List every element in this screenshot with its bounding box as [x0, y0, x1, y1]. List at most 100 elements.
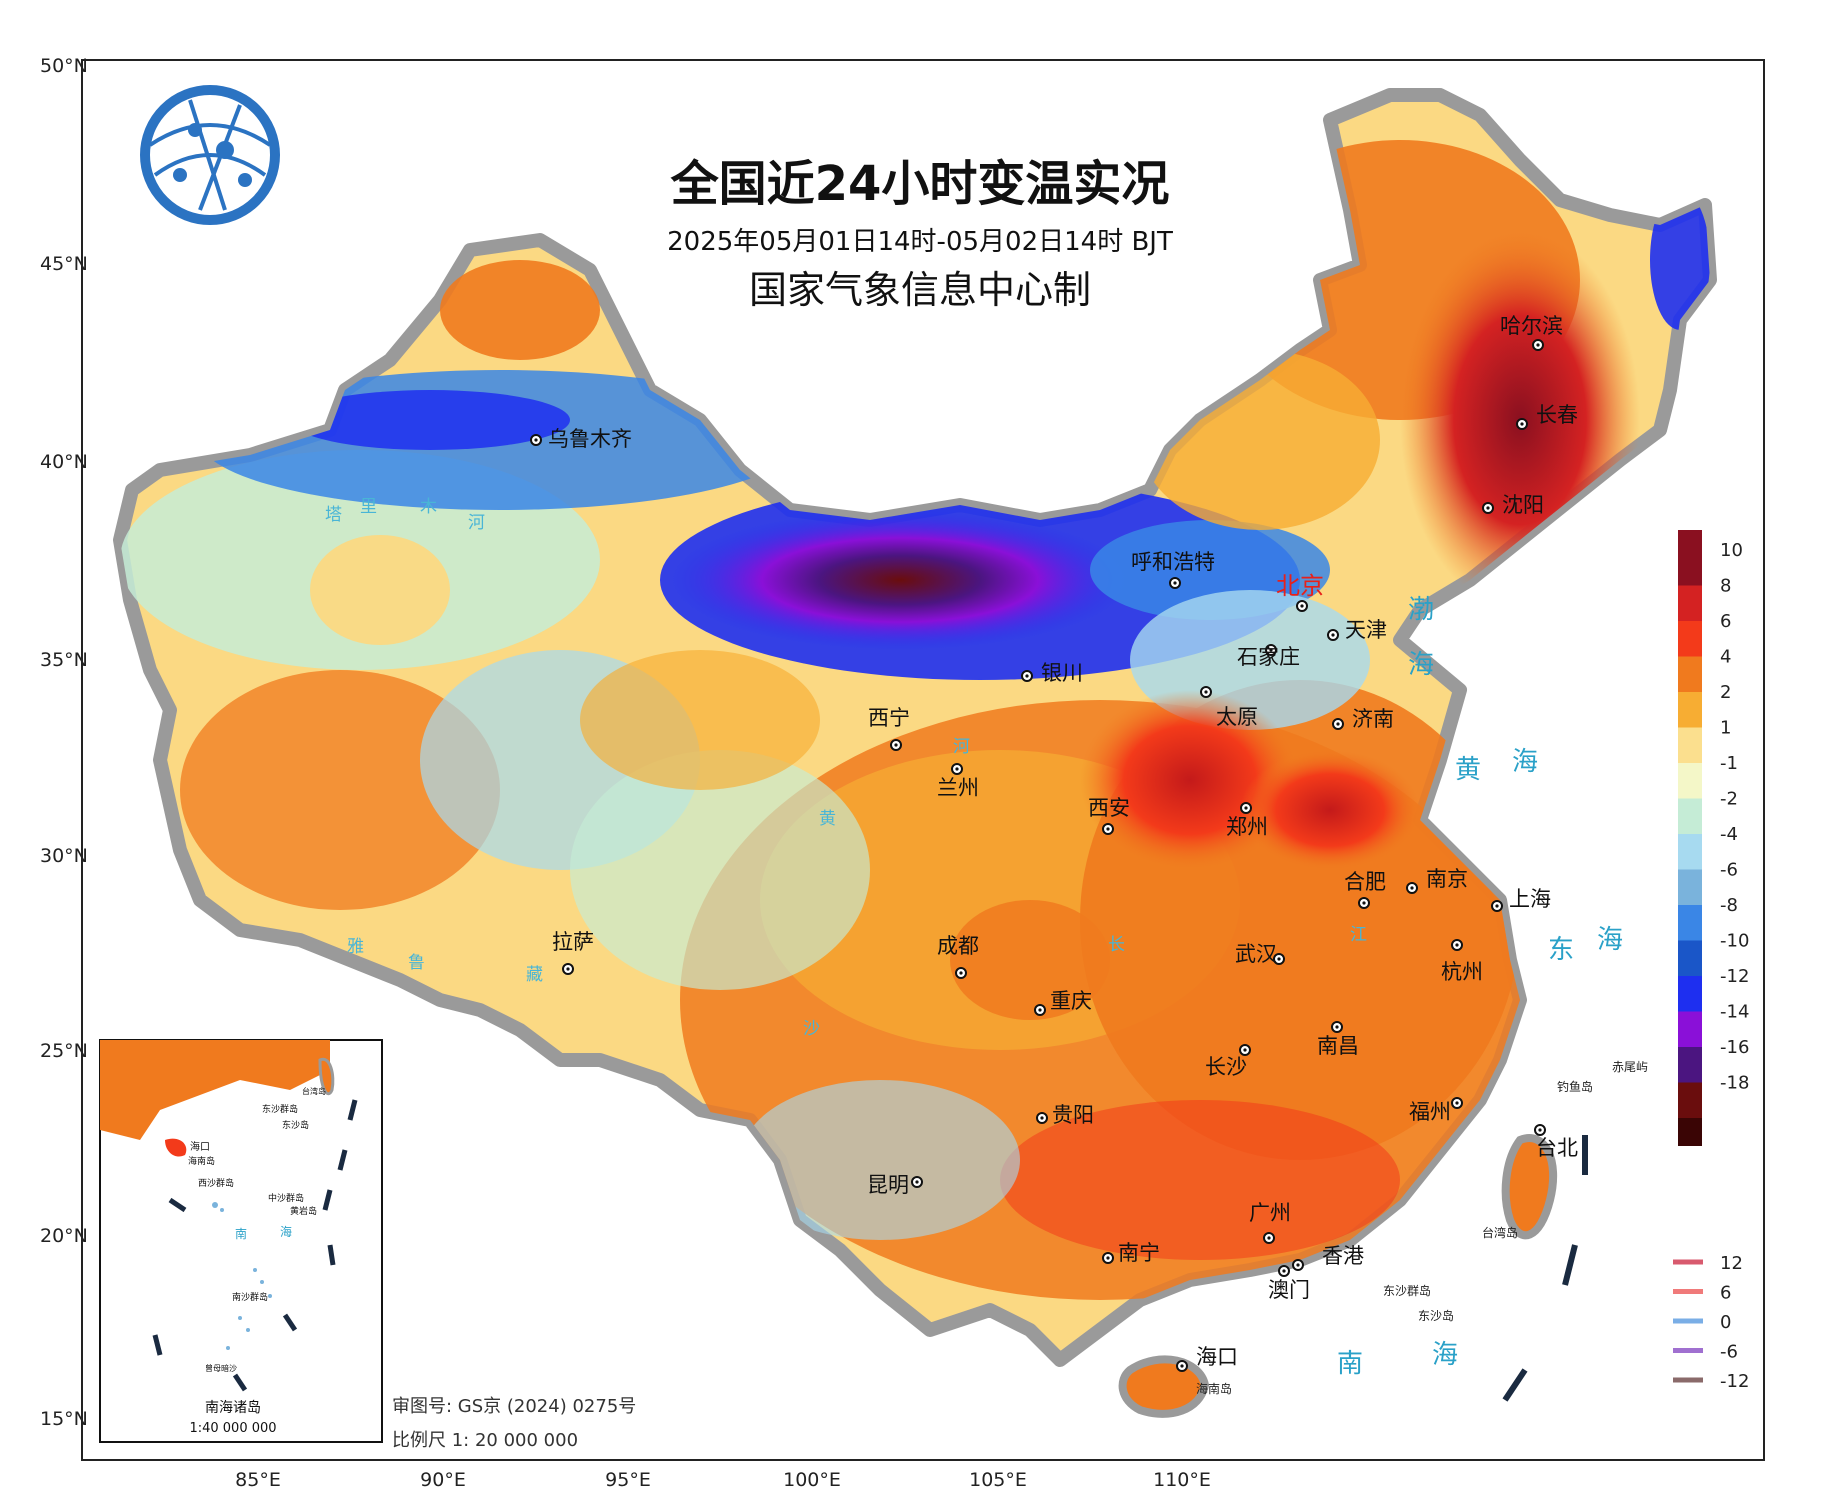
city-label: 贵阳 [1052, 1103, 1094, 1127]
color-bar-segment [1678, 763, 1702, 799]
city-label: 澳门 [1268, 1278, 1310, 1302]
color-bar-segment [1678, 834, 1702, 870]
city-marker: 广州 [1249, 1201, 1291, 1244]
lat-label: 45°N [40, 253, 88, 275]
color-bar-label: -2 [1720, 789, 1738, 810]
lat-label: 40°N [40, 451, 88, 473]
city-marker: 南宁 [1102, 1241, 1160, 1265]
city-marker: 天津 [1327, 618, 1387, 642]
island-dongsha: 东沙群岛 [1383, 1283, 1431, 1298]
city-marker: 贵阳 [1036, 1103, 1094, 1127]
map-title: 全国近24小时变温实况 [670, 156, 1170, 212]
city-marker: 沈阳 [1482, 493, 1544, 517]
city-marker: 昆明 [867, 1173, 923, 1197]
river-tarim-4: 河 [468, 513, 485, 533]
city-marker: 长沙 [1205, 1044, 1251, 1079]
city-marker: 西安 [1088, 796, 1130, 835]
city-marker: 成都 [937, 934, 979, 979]
island-dongsha-isl: 东沙岛 [1418, 1308, 1454, 1323]
city-marker: 福州 [1409, 1097, 1463, 1124]
color-bar-segment [1678, 976, 1702, 1012]
color-bar-label: -4 [1720, 824, 1738, 845]
color-bar-label: -14 [1720, 1002, 1749, 1023]
city-label: 西宁 [868, 706, 910, 730]
contour-label: -6 [1720, 1342, 1738, 1363]
lon-label: 85°E [235, 1469, 281, 1491]
city-label: 济南 [1352, 707, 1394, 731]
color-bar-label: 6 [1720, 611, 1731, 632]
city-marker: 上海 [1491, 887, 1551, 912]
city-label: 乌鲁木齐 [548, 427, 632, 451]
lat-label: 15°N [40, 1408, 88, 1430]
island-chiwei: 赤尾屿 [1612, 1060, 1648, 1074]
city-marker: 西宁 [868, 706, 910, 751]
hainan-island [1118, 1355, 1210, 1418]
color-bar-label: 10 [1720, 540, 1743, 561]
city-label: 长沙 [1205, 1055, 1247, 1079]
city-label: 南京 [1426, 867, 1468, 891]
contour-label: 0 [1720, 1312, 1731, 1333]
river-yellow-2: 黄 [819, 809, 836, 829]
city-marker: 石家庄 [1237, 644, 1300, 669]
river-tarim-1: 塔 [325, 505, 342, 525]
map-frame [81, 59, 1765, 1461]
color-bar-segment [1678, 1011, 1702, 1047]
city-label: 广州 [1249, 1201, 1291, 1225]
river-yarlung-2: 鲁 [408, 953, 425, 973]
island-labels: 赤尾屿 钓鱼岛 台湾岛 东沙群岛 东沙岛 海南岛 [1196, 1060, 1648, 1396]
city-marker: 杭州 [1441, 939, 1483, 984]
color-bar-label: -16 [1720, 1037, 1749, 1058]
south-china-sea-inset: 海口 海南岛 东沙群岛 东沙岛 西沙群岛 中沙群岛 黄岩岛 南 海 南沙群岛 曾… [99, 1039, 383, 1443]
city-label: 杭州 [1441, 960, 1483, 984]
city-label: 石家庄 [1237, 645, 1300, 669]
inset-label-haikou: 海口 [190, 1140, 210, 1153]
inset-label-hai: 海 [280, 1224, 292, 1239]
river-yarlung-3: 藏 [526, 965, 543, 985]
river-sha: 沙 [803, 1019, 820, 1039]
taiwan-island [1501, 1134, 1558, 1240]
inset-title: 南海诸岛 [205, 1400, 261, 1416]
lon-label: 90°E [420, 1469, 466, 1491]
color-bar-segment [1678, 692, 1702, 728]
city-marker: 台北 [1534, 1124, 1578, 1160]
lat-label: 50°N [40, 55, 88, 77]
city-marker: 乌鲁木齐 [530, 427, 632, 451]
river-yarlung-1: 雅 [347, 937, 364, 957]
city-marker: 长春 [1516, 403, 1578, 430]
color-bar-segment [1678, 621, 1702, 657]
lon-label: 100°E [783, 1469, 841, 1491]
city-label: 郑州 [1226, 815, 1268, 839]
inset-label-dongsha-group: 东沙群岛 [262, 1103, 298, 1115]
river-yellow-1: 河 [953, 737, 970, 757]
color-bar-segment [1678, 1047, 1702, 1083]
lon-label: 110°E [1153, 1469, 1211, 1491]
contour-label: 6 [1720, 1283, 1731, 1304]
city-label: 银川 [1041, 661, 1083, 685]
map-period: 2025年05月01日14时-05月02日14时 BJT [667, 227, 1173, 257]
color-bar-label: 1 [1720, 718, 1731, 739]
color-bar-top [1678, 530, 1702, 550]
sea-south-char-2: 海 [1432, 1340, 1462, 1370]
sea-yellow-char-2: 海 [1512, 747, 1542, 777]
city-label: 武汉 [1235, 942, 1277, 966]
city-label: 天津 [1345, 618, 1387, 642]
city-label: 重庆 [1050, 989, 1092, 1013]
city-label: 兰州 [937, 776, 979, 800]
city-label: 拉萨 [552, 930, 594, 954]
color-bar-label: 8 [1720, 576, 1731, 597]
inset-label-zhongsha: 中沙群岛 [268, 1192, 304, 1204]
city-label: 合肥 [1344, 870, 1386, 894]
longitude-labels: 85°E 90°E 95°E 100°E 105°E 110°E [235, 1469, 1211, 1491]
city-marker: 呼和浩特 [1131, 550, 1215, 589]
inset-label-huangyan: 黄岩岛 [290, 1205, 317, 1217]
color-bar-label: -6 [1720, 860, 1738, 881]
sea-bohai-char-2: 海 [1408, 650, 1438, 680]
color-bar-segment [1678, 727, 1702, 763]
city-label: 呼和浩特 [1131, 550, 1215, 574]
sea-east-char-1: 东 [1548, 935, 1578, 965]
inset-label-xisha: 西沙群岛 [198, 1177, 234, 1189]
city-marker: 济南 [1332, 707, 1394, 731]
lat-label: 25°N [40, 1040, 88, 1062]
inset-label-zengmu: 曾母暗沙 [205, 1363, 237, 1373]
